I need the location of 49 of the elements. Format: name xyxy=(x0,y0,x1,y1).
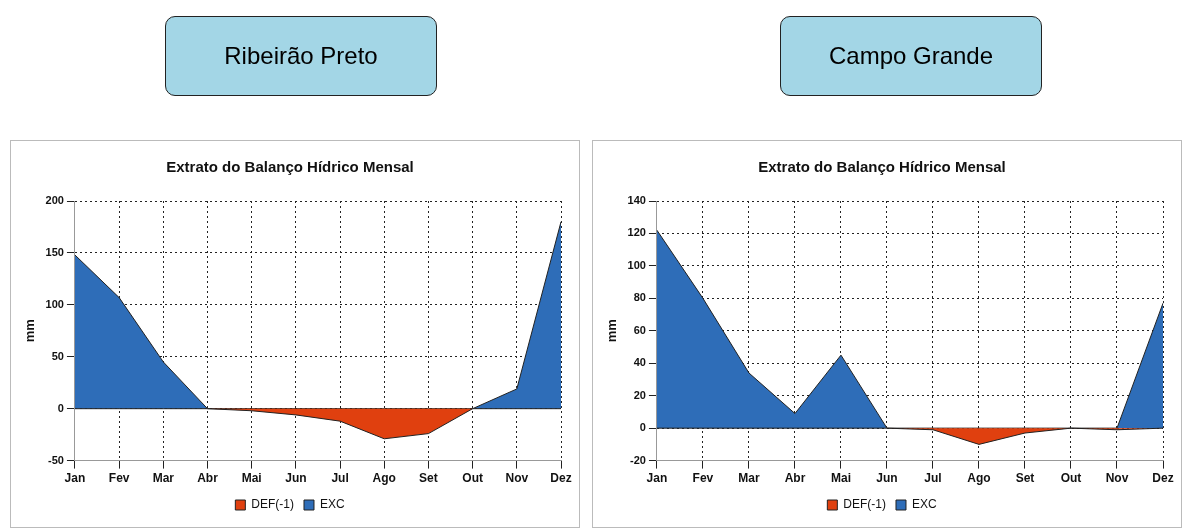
y-tick-label: 20 xyxy=(633,388,646,401)
x-tick-label: Mar xyxy=(152,471,175,486)
y-tick-label: 40 xyxy=(633,356,646,369)
y-axis-title: mm xyxy=(604,319,620,343)
y-tick-label: 0 xyxy=(639,421,646,434)
y-tick-label: 120 xyxy=(627,226,646,239)
x-tick-label: Abr xyxy=(784,471,806,486)
x-tick-label: Fev xyxy=(108,471,130,486)
x-tick-label: Dez xyxy=(550,471,572,486)
x-tick-label: Ago xyxy=(967,471,991,486)
y-tick-label: 100 xyxy=(627,258,646,271)
y-tick-label: 0 xyxy=(57,401,64,414)
legend-label: EXC xyxy=(911,497,937,512)
x-tick-label: Nov xyxy=(505,471,529,486)
x-tick-label: Set xyxy=(419,471,438,486)
x-tick-label: Abr xyxy=(197,471,219,486)
x-tick-label: Jan xyxy=(646,471,668,486)
y-tick-label: 100 xyxy=(45,297,64,310)
y-tick-label: 200 xyxy=(45,194,64,207)
chart-subtitle: Extrato do Balanço Hídrico Mensal xyxy=(166,158,414,176)
y-tick-label: 150 xyxy=(45,245,64,258)
x-tick-label: Ago xyxy=(372,471,396,486)
x-tick-label: Jun xyxy=(285,471,307,486)
x-tick-label: Nov xyxy=(1105,471,1129,486)
chart-title: Campo Grande xyxy=(780,16,1042,96)
x-tick-label: Mai xyxy=(241,471,262,486)
x-tick-label: Jun xyxy=(876,471,898,486)
x-tick-label: Out xyxy=(462,471,483,486)
x-tick-label: Set xyxy=(1015,471,1035,486)
legend-label: DEF(-1) xyxy=(843,497,886,512)
y-tick-label: 60 xyxy=(633,323,646,336)
chart-subtitle: Extrato do Balanço Hídrico Mensal xyxy=(758,158,1006,176)
x-tick-label: Jul xyxy=(924,471,942,486)
legend-label: EXC xyxy=(319,497,345,512)
x-tick-label: Jan xyxy=(64,471,86,486)
y-axis-title: mm xyxy=(22,319,38,343)
legend-label: DEF(-1) xyxy=(251,497,294,512)
x-tick-label: Dez xyxy=(1152,471,1174,486)
x-tick-label: Mar xyxy=(738,471,760,486)
chart-title: Ribeirão Preto xyxy=(165,16,437,96)
x-tick-label: Jul xyxy=(331,471,349,486)
x-tick-label: Out xyxy=(1060,471,1082,486)
y-tick-label: -50 xyxy=(48,453,64,466)
y-tick-label: 140 xyxy=(627,194,646,207)
y-tick-label: -20 xyxy=(630,453,646,466)
x-tick-label: Mai xyxy=(830,471,851,486)
x-tick-label: Fev xyxy=(692,471,714,486)
y-tick-label: 50 xyxy=(51,349,64,362)
y-tick-label: 80 xyxy=(633,291,646,304)
